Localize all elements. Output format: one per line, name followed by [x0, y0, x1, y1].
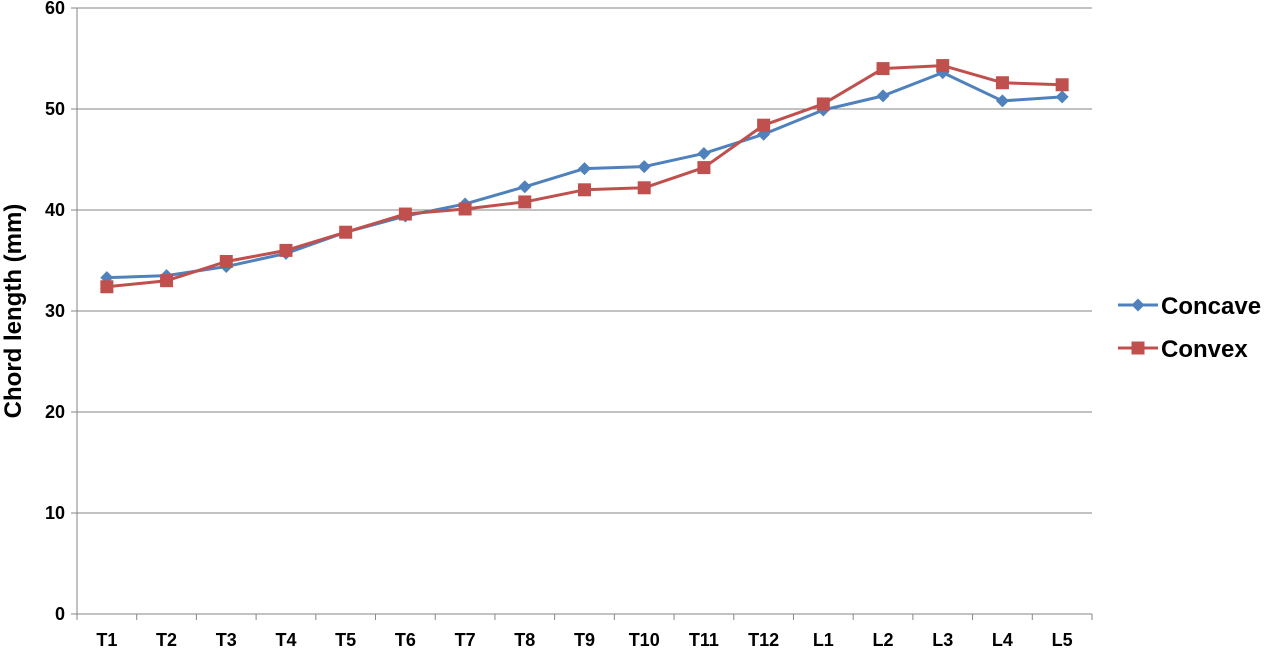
x-tick-label: T10 [629, 630, 660, 648]
y-tick-label: 40 [45, 200, 65, 220]
x-tick-label: L2 [873, 630, 894, 648]
y-tick-label: 60 [45, 0, 65, 18]
data-point-convex [936, 59, 950, 73]
data-point-convex [1055, 78, 1069, 92]
data-point-concave [1055, 90, 1069, 104]
data-point-convex [876, 62, 890, 76]
data-point-convex [578, 183, 591, 197]
x-tick-label: T8 [514, 630, 535, 648]
y-tick-label: 0 [55, 604, 65, 624]
x-tick-label: T4 [275, 630, 296, 648]
data-point-concave [697, 146, 711, 160]
legend-item-convex: Convex [1118, 336, 1248, 363]
x-tick-label: L1 [813, 630, 834, 648]
x-tick-label: T7 [455, 630, 476, 648]
x-tick-label: T1 [96, 630, 117, 648]
series-line-concave [106, 71, 1063, 280]
series-lines [100, 59, 1069, 294]
legend-marker-convex [1131, 341, 1145, 355]
x-tick-label: T11 [689, 630, 719, 648]
data-point-convex [637, 181, 651, 195]
x-tick-label: T6 [395, 630, 416, 648]
x-tick-label: T9 [574, 630, 595, 648]
legend-label-convex: Convex [1161, 336, 1248, 363]
legend-label-concave: Concave [1161, 293, 1261, 320]
x-tick-label: T5 [335, 630, 356, 648]
x-tick-label: T3 [216, 630, 237, 648]
x-tick-label: T2 [156, 630, 177, 648]
data-point-convex [219, 255, 233, 269]
data-point-convex [757, 118, 771, 132]
series-line-convex [106, 64, 1063, 289]
y-tick-label: 20 [45, 402, 65, 422]
data-point-convex [816, 97, 830, 111]
data-point-convex [160, 274, 174, 288]
legend-marker-concave [1131, 298, 1145, 312]
data-point-concave [637, 160, 651, 174]
data-point-convex [995, 76, 1009, 90]
x-tick-label: L4 [992, 630, 1013, 648]
axes [71, 7, 1093, 620]
y-tick-label: 50 [45, 99, 65, 119]
y-axis-label: Chord length (mm) [0, 204, 27, 419]
y-tick-label: 10 [45, 503, 65, 523]
data-point-concave [518, 180, 532, 194]
data-point-concave [995, 94, 1009, 108]
data-point-convex [339, 225, 353, 239]
x-tick-label: T12 [748, 630, 779, 648]
data-point-convex [458, 202, 472, 216]
data-point-convex [279, 243, 293, 257]
x-axis-tick-labels: T1 T2 T3 T4 T5 T6 T7 T8 T9 T10 T11 T12 L1 L2 L3 L4 L5 [96, 630, 1073, 650]
data-point-convex [518, 195, 532, 209]
gridlines [77, 7, 1092, 514]
data-point-convex [697, 161, 711, 175]
data-point-concave [876, 89, 890, 103]
data-point-convex [398, 207, 412, 221]
data-point-convex [100, 280, 114, 294]
series-concave [100, 66, 1069, 285]
x-tick-label: L3 [932, 630, 953, 648]
legend-item-concave: Concave [1118, 293, 1261, 320]
data-point-concave [578, 162, 591, 176]
legend: Concave Convex [1118, 293, 1261, 363]
series-convex [100, 59, 1069, 294]
x-tick-label: L5 [1052, 630, 1073, 648]
y-axis-tick-labels: 0 10 20 30 40 50 60 [45, 0, 65, 624]
y-tick-label: 30 [45, 301, 65, 321]
